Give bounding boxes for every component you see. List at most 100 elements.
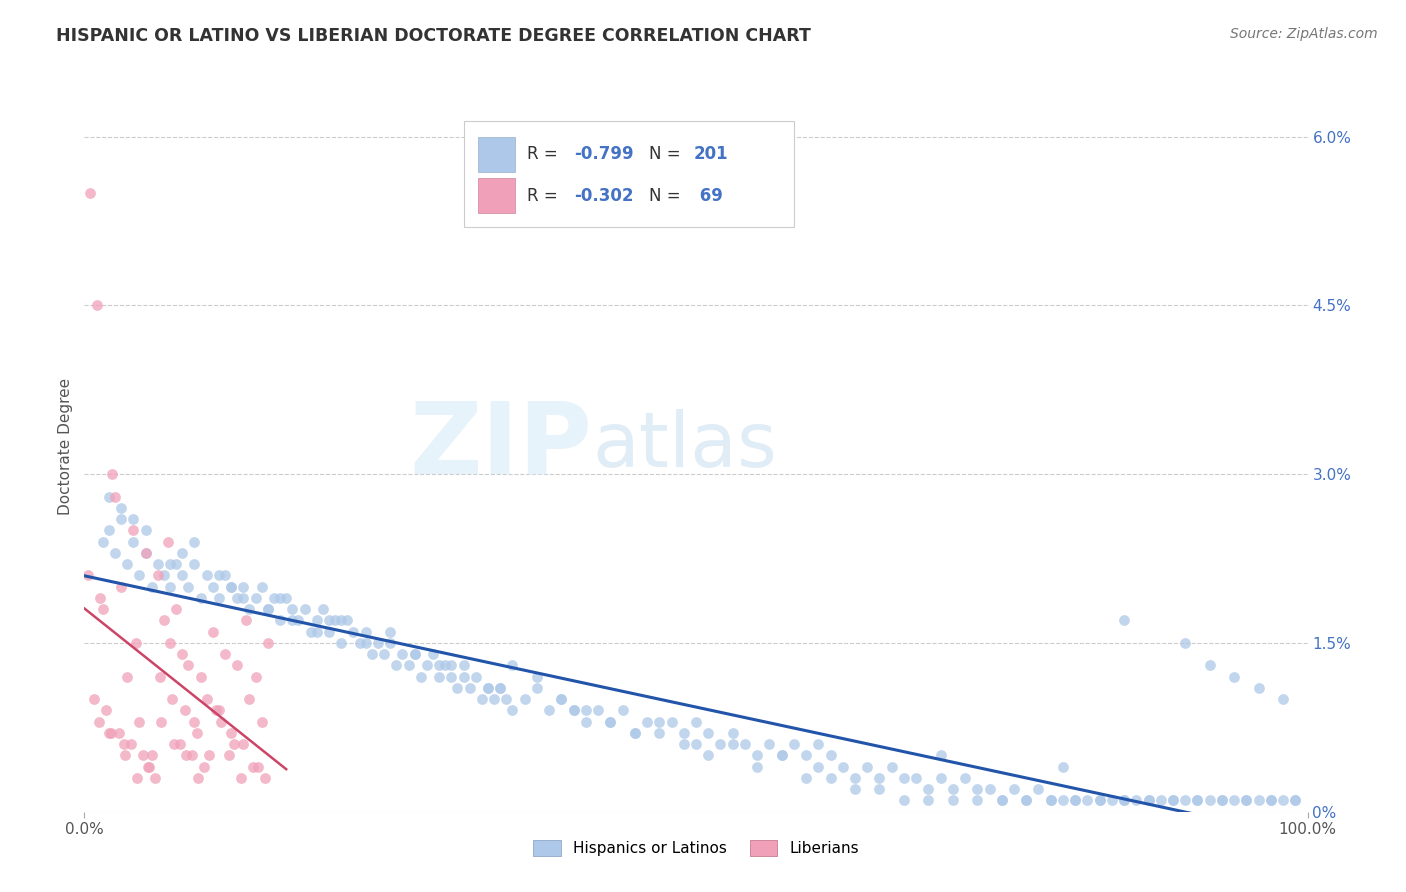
Point	[122, 524, 145, 538]
Point	[257, 636, 280, 650]
Point	[242, 760, 264, 774]
Point	[721, 726, 744, 740]
Point	[464, 670, 486, 684]
Point	[1284, 793, 1306, 807]
Point	[226, 591, 249, 605]
FancyBboxPatch shape	[464, 120, 794, 227]
Point	[1260, 793, 1282, 807]
Point	[612, 703, 634, 717]
Point	[181, 748, 204, 763]
Point	[1236, 793, 1258, 807]
Point	[219, 580, 242, 594]
Point	[120, 737, 142, 751]
Point	[159, 636, 181, 650]
Point	[636, 714, 658, 729]
Point	[1198, 658, 1220, 673]
Point	[146, 568, 169, 582]
Point	[135, 546, 157, 560]
Point	[1002, 782, 1025, 797]
Point	[138, 760, 160, 774]
Point	[367, 636, 389, 650]
Point	[562, 703, 585, 717]
Point	[153, 614, 176, 628]
Point	[1088, 793, 1111, 807]
Point	[245, 670, 267, 684]
Point	[89, 591, 111, 605]
Point	[125, 771, 148, 785]
Point	[458, 681, 481, 695]
Point	[193, 760, 215, 774]
Point	[526, 670, 548, 684]
Point	[201, 580, 224, 594]
Point	[427, 670, 450, 684]
Point	[1088, 793, 1111, 807]
Point	[226, 658, 249, 673]
Point	[373, 647, 395, 661]
Point	[281, 614, 304, 628]
Point	[1125, 793, 1147, 807]
Point	[172, 546, 194, 560]
Point	[122, 534, 145, 549]
Point	[820, 748, 842, 763]
Point	[404, 647, 426, 661]
Point	[336, 614, 359, 628]
Point	[214, 647, 236, 661]
Point	[183, 557, 205, 571]
Point	[122, 512, 145, 526]
Point	[143, 771, 166, 785]
Text: HISPANIC OR LATINO VS LIBERIAN DOCTORATE DEGREE CORRELATION CHART: HISPANIC OR LATINO VS LIBERIAN DOCTORATE…	[56, 27, 811, 45]
Point	[1039, 793, 1062, 807]
Text: ZIP: ZIP	[409, 398, 592, 494]
Point	[747, 760, 769, 774]
Point	[1211, 793, 1233, 807]
Point	[354, 636, 377, 650]
Point	[214, 568, 236, 582]
Point	[562, 703, 585, 717]
Point	[409, 670, 432, 684]
Point	[150, 714, 173, 729]
Point	[807, 737, 830, 751]
Point	[758, 737, 780, 751]
Point	[453, 658, 475, 673]
Point	[697, 726, 720, 740]
Point	[747, 748, 769, 763]
Point	[422, 647, 444, 661]
Point	[440, 670, 463, 684]
Point	[149, 670, 172, 684]
Point	[146, 557, 169, 571]
Point	[83, 692, 105, 706]
Point	[648, 714, 671, 729]
Point	[1211, 793, 1233, 807]
Point	[156, 534, 179, 549]
Point	[132, 748, 155, 763]
Point	[91, 534, 114, 549]
Point	[195, 568, 218, 582]
Point	[586, 703, 609, 717]
Point	[820, 771, 842, 785]
Point	[831, 760, 853, 774]
Point	[250, 714, 273, 729]
Point	[502, 703, 524, 717]
Point	[599, 714, 621, 729]
Point	[110, 500, 132, 515]
Point	[1284, 793, 1306, 807]
Point	[471, 692, 494, 706]
Point	[104, 490, 127, 504]
Text: N =: N =	[650, 145, 686, 163]
Point	[856, 760, 879, 774]
Point	[398, 658, 420, 673]
Point	[893, 793, 915, 807]
Point	[141, 748, 163, 763]
Point	[1015, 793, 1038, 807]
Point	[209, 714, 232, 729]
Point	[190, 670, 212, 684]
Point	[477, 681, 499, 695]
Legend: Hispanics or Latinos, Liberians: Hispanics or Latinos, Liberians	[527, 834, 865, 863]
Point	[1236, 793, 1258, 807]
Point	[599, 714, 621, 729]
Point	[195, 692, 218, 706]
Point	[929, 748, 952, 763]
Point	[1161, 793, 1184, 807]
Point	[115, 670, 138, 684]
Point	[190, 591, 212, 605]
